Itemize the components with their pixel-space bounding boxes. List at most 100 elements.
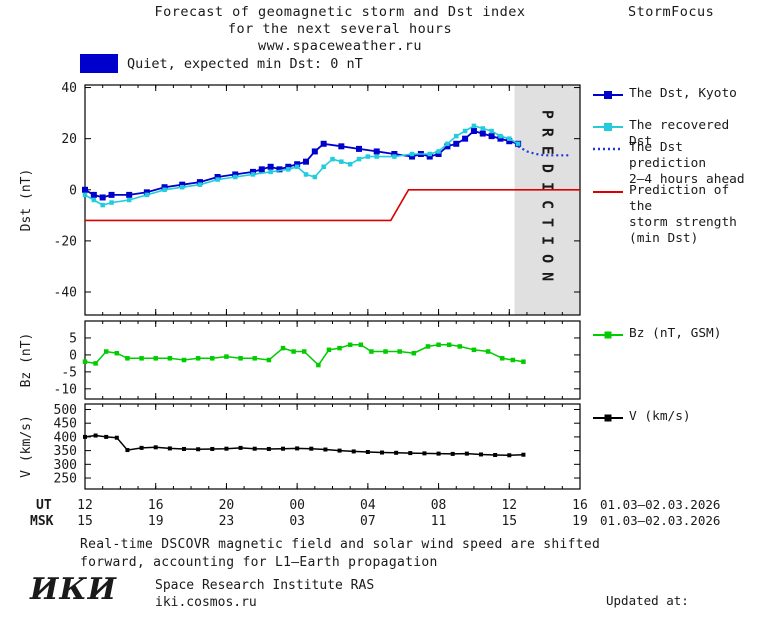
marker-recovered-dst (339, 159, 344, 164)
marker-dst-kyoto (302, 158, 309, 165)
marker-recovered-dst (498, 133, 503, 139)
marker-dst-kyoto (435, 151, 442, 157)
legend-marker (604, 123, 612, 131)
marker-bz-gsm (291, 349, 296, 354)
marker-solar-wind-speed (479, 452, 483, 457)
marker-bz-gsm (383, 349, 388, 354)
iki-logo: ИКИ (30, 572, 117, 607)
marker-dst-kyoto (488, 133, 495, 140)
marker-dst-kyoto (311, 148, 318, 155)
marker-solar-wind-speed (464, 451, 469, 456)
marker-solar-wind-speed (309, 446, 314, 451)
marker-dst-kyoto (444, 143, 451, 150)
marker-solar-wind-speed (252, 446, 257, 451)
marker-solar-wind-speed (93, 433, 98, 438)
marker-recovered-dst (409, 151, 415, 157)
marker-recovered-dst (374, 154, 379, 159)
y-tick-label: 400 (54, 430, 77, 445)
marker-recovered-dst (312, 174, 318, 180)
ut-tick-label: 12 (77, 498, 93, 513)
series-storm-strength-prediction (85, 189, 580, 222)
marker-bz-gsm (266, 357, 272, 363)
series-dst-prediction (517, 145, 572, 157)
storm-strength-line-icon (593, 191, 623, 193)
ut-date-range: 01.03–02.03.2026 (600, 497, 720, 512)
updated-label: Updated at: (606, 593, 689, 608)
marker-solar-wind-speed (83, 434, 87, 439)
marker-bz-gsm (82, 359, 88, 364)
panel-frame-v (84, 403, 581, 490)
marker-dst-kyoto (179, 181, 186, 188)
msk-date-range: 01.03–02.03.2026 (600, 513, 720, 528)
marker-dst-kyoto (426, 153, 433, 160)
marker-bz-gsm (326, 347, 332, 353)
institute-name: Space Research Institute RAS (155, 578, 375, 593)
marker-bz-gsm (280, 345, 286, 351)
marker-bz-gsm (103, 349, 109, 354)
msk-tick-label: 19 (148, 514, 164, 529)
marker-dst-kyoto (497, 135, 504, 142)
marker-bz-gsm (446, 342, 452, 347)
marker-solar-wind-speed (493, 453, 498, 457)
marker-solar-wind-speed (436, 451, 441, 456)
y-axis-label-dst: Dst (nT) (19, 169, 34, 232)
marker-dst-kyoto (276, 166, 283, 173)
marker-dst-kyoto (267, 163, 274, 170)
marker-recovered-dst (365, 154, 371, 159)
y-axis-label-bz: Bz (nT) (19, 333, 34, 388)
y-tick-label: -10 (54, 382, 77, 397)
ut-tick-label: 04 (360, 498, 376, 513)
y-tick-label: -40 (54, 286, 77, 301)
marker-recovered-dst (330, 156, 335, 162)
y-tick-label: 350 (54, 444, 77, 459)
marker-bz-gsm (499, 356, 505, 361)
marker-solar-wind-speed (224, 446, 229, 451)
series-recovered-dst (84, 125, 519, 206)
marker-dst-kyoto (320, 140, 327, 147)
marker-dst-kyoto (285, 163, 292, 170)
marker-recovered-dst (109, 200, 114, 205)
marker-dst-kyoto (294, 161, 301, 168)
v-line-icon (593, 414, 623, 422)
marker-dst-kyoto (479, 130, 486, 137)
marker-solar-wind-speed (196, 447, 201, 452)
y-tick-label: 0 (69, 348, 77, 363)
marker-recovered-dst (268, 169, 273, 175)
y-tick-label: 250 (54, 472, 77, 487)
y-tick-label: 0 (69, 183, 77, 198)
marker-solar-wind-speed (139, 445, 144, 450)
series-dst-kyoto (84, 129, 519, 199)
title-line-3: www.spaceweather.ru (258, 38, 422, 54)
marker-dst-kyoto (161, 184, 168, 191)
y-tick-label: 40 (61, 81, 77, 96)
marker-dst-kyoto (249, 168, 256, 175)
marker-solar-wind-speed (408, 451, 413, 456)
legend-label: The Dst, Kyoto (629, 86, 737, 101)
marker-bz-gsm (125, 356, 130, 361)
marker-bz-gsm (93, 361, 98, 366)
y-tick-label: 20 (61, 132, 77, 147)
recovered-dst-line-icon (593, 123, 623, 131)
marker-recovered-dst (250, 172, 256, 177)
marker-solar-wind-speed (337, 448, 342, 453)
status-row: Quiet, expected min Dst: 0 nT (80, 54, 363, 73)
title-line-1: Forecast of geomagnetic storm and Dst in… (154, 4, 526, 20)
prediction-band-label: PREDICTION (538, 110, 556, 290)
swatch-rect (80, 54, 118, 73)
marker-dst-kyoto (99, 194, 106, 201)
marker-bz-gsm (411, 350, 417, 356)
marker-solar-wind-speed (295, 446, 300, 451)
marker-solar-wind-speed (114, 435, 119, 440)
marker-dst-kyoto (373, 148, 380, 155)
marker-solar-wind-speed (281, 446, 285, 451)
marker-solar-wind-speed (450, 451, 455, 456)
marker-dst-kyoto (143, 189, 150, 196)
marker-bz-gsm (139, 356, 144, 361)
marker-recovered-dst (392, 154, 397, 159)
series-solar-wind-speed (84, 434, 524, 457)
marker-bz-gsm (485, 349, 491, 354)
legend-label: storm strength (629, 215, 737, 230)
marker-solar-wind-speed (210, 446, 215, 451)
marker-dst-kyoto (90, 191, 97, 198)
